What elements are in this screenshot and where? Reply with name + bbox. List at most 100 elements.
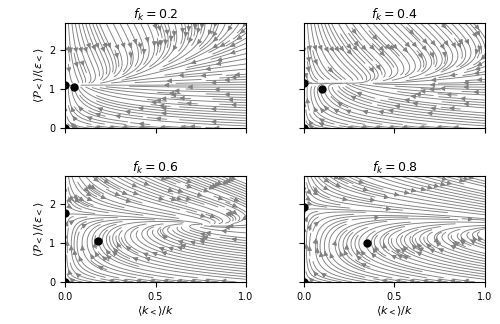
FancyArrowPatch shape — [180, 29, 184, 33]
Title: $f_k = 0.2$: $f_k = 0.2$ — [133, 6, 178, 23]
FancyArrowPatch shape — [115, 45, 118, 49]
FancyArrowPatch shape — [447, 181, 452, 185]
FancyArrowPatch shape — [396, 249, 400, 253]
FancyArrowPatch shape — [218, 58, 222, 62]
FancyArrowPatch shape — [72, 126, 76, 130]
FancyArrowPatch shape — [96, 113, 100, 117]
FancyArrowPatch shape — [458, 39, 462, 44]
FancyArrowPatch shape — [314, 60, 317, 64]
FancyArrowPatch shape — [375, 216, 379, 220]
FancyArrowPatch shape — [410, 30, 414, 34]
FancyArrowPatch shape — [172, 93, 176, 97]
FancyArrowPatch shape — [84, 187, 88, 191]
FancyArrowPatch shape — [172, 197, 176, 201]
FancyArrowPatch shape — [206, 67, 210, 71]
FancyArrowPatch shape — [156, 117, 160, 121]
FancyArrowPatch shape — [430, 83, 434, 87]
FancyArrowPatch shape — [163, 235, 167, 239]
FancyArrowPatch shape — [139, 107, 143, 110]
FancyArrowPatch shape — [71, 107, 74, 112]
FancyArrowPatch shape — [332, 241, 336, 246]
FancyArrowPatch shape — [419, 248, 423, 252]
FancyArrowPatch shape — [152, 252, 157, 256]
FancyArrowPatch shape — [434, 238, 438, 242]
FancyArrowPatch shape — [90, 185, 95, 189]
FancyArrowPatch shape — [184, 32, 188, 37]
FancyArrowPatch shape — [431, 40, 435, 45]
X-axis label: $\langle k_< \rangle/k$: $\langle k_< \rangle/k$ — [136, 304, 174, 318]
FancyArrowPatch shape — [70, 246, 73, 250]
FancyArrowPatch shape — [384, 195, 388, 199]
FancyArrowPatch shape — [178, 240, 183, 244]
FancyArrowPatch shape — [162, 106, 166, 110]
FancyArrowPatch shape — [451, 246, 456, 249]
FancyArrowPatch shape — [386, 207, 390, 211]
FancyArrowPatch shape — [464, 102, 468, 106]
FancyArrowPatch shape — [99, 266, 103, 270]
FancyArrowPatch shape — [313, 46, 316, 50]
FancyArrowPatch shape — [196, 28, 200, 33]
FancyArrowPatch shape — [340, 252, 344, 256]
FancyArrowPatch shape — [63, 107, 67, 111]
FancyArrowPatch shape — [234, 198, 238, 201]
FancyArrowPatch shape — [394, 192, 398, 196]
FancyArrowPatch shape — [213, 44, 218, 48]
FancyArrowPatch shape — [339, 176, 344, 179]
FancyArrowPatch shape — [306, 57, 310, 62]
FancyArrowPatch shape — [308, 225, 311, 229]
FancyArrowPatch shape — [115, 192, 119, 196]
FancyArrowPatch shape — [308, 202, 312, 205]
FancyArrowPatch shape — [469, 175, 474, 179]
FancyArrowPatch shape — [344, 250, 348, 255]
FancyArrowPatch shape — [457, 43, 460, 48]
FancyArrowPatch shape — [146, 258, 150, 261]
FancyArrowPatch shape — [71, 123, 76, 127]
FancyArrowPatch shape — [346, 110, 350, 113]
FancyArrowPatch shape — [212, 120, 216, 124]
FancyArrowPatch shape — [441, 87, 445, 90]
FancyArrowPatch shape — [116, 114, 120, 118]
FancyArrowPatch shape — [442, 177, 446, 180]
FancyArrowPatch shape — [156, 99, 160, 103]
FancyArrowPatch shape — [403, 48, 407, 52]
FancyArrowPatch shape — [202, 74, 205, 77]
FancyArrowPatch shape — [324, 178, 328, 182]
FancyArrowPatch shape — [373, 248, 377, 253]
FancyArrowPatch shape — [471, 240, 476, 244]
FancyArrowPatch shape — [129, 53, 133, 57]
FancyArrowPatch shape — [232, 103, 236, 107]
FancyArrowPatch shape — [177, 197, 181, 200]
FancyArrowPatch shape — [453, 243, 458, 247]
FancyArrowPatch shape — [423, 39, 427, 43]
FancyArrowPatch shape — [150, 279, 154, 283]
FancyArrowPatch shape — [166, 175, 170, 179]
FancyArrowPatch shape — [113, 252, 117, 256]
FancyArrowPatch shape — [357, 92, 362, 96]
FancyArrowPatch shape — [222, 279, 226, 283]
FancyArrowPatch shape — [338, 102, 342, 106]
FancyArrowPatch shape — [324, 186, 328, 190]
FancyArrowPatch shape — [432, 107, 436, 110]
FancyArrowPatch shape — [336, 183, 340, 187]
FancyArrowPatch shape — [432, 78, 436, 82]
FancyArrowPatch shape — [314, 239, 317, 243]
FancyArrowPatch shape — [68, 270, 71, 275]
FancyArrowPatch shape — [418, 243, 422, 248]
FancyArrowPatch shape — [67, 198, 71, 202]
FancyArrowPatch shape — [403, 126, 407, 130]
FancyArrowPatch shape — [428, 111, 432, 115]
FancyArrowPatch shape — [214, 183, 219, 186]
FancyArrowPatch shape — [352, 29, 356, 33]
FancyArrowPatch shape — [304, 73, 308, 78]
FancyArrowPatch shape — [396, 105, 400, 108]
FancyArrowPatch shape — [421, 89, 425, 93]
FancyArrowPatch shape — [134, 258, 138, 261]
FancyArrowPatch shape — [370, 45, 374, 49]
FancyArrowPatch shape — [417, 252, 422, 256]
FancyArrowPatch shape — [152, 100, 156, 104]
FancyArrowPatch shape — [144, 253, 148, 257]
FancyArrowPatch shape — [230, 43, 235, 46]
FancyArrowPatch shape — [165, 30, 169, 34]
FancyArrowPatch shape — [307, 190, 311, 194]
FancyArrowPatch shape — [359, 180, 363, 183]
